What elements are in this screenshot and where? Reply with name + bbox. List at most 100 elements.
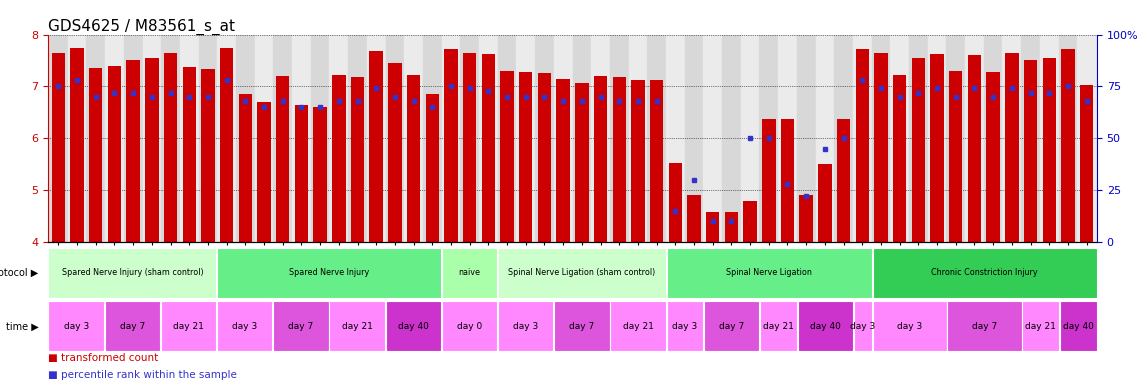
Text: day 21: day 21 bbox=[173, 322, 204, 331]
Bar bbox=[572, 35, 591, 242]
Text: day 3: day 3 bbox=[851, 322, 876, 331]
Bar bbox=[330, 301, 385, 351]
Bar bbox=[292, 35, 310, 242]
Bar bbox=[48, 301, 104, 351]
Bar bbox=[575, 83, 589, 242]
Bar bbox=[218, 248, 441, 298]
Bar bbox=[741, 35, 759, 242]
Bar bbox=[426, 94, 439, 242]
Bar bbox=[86, 35, 105, 242]
Bar bbox=[535, 35, 554, 242]
Bar bbox=[722, 35, 741, 242]
Bar bbox=[631, 80, 645, 242]
Text: Chronic Constriction Injury: Chronic Constriction Injury bbox=[931, 268, 1037, 277]
Bar bbox=[984, 35, 1003, 242]
Text: ■ percentile rank within the sample: ■ percentile rank within the sample bbox=[48, 370, 237, 380]
Bar bbox=[704, 301, 759, 351]
Bar bbox=[479, 35, 498, 242]
Bar bbox=[854, 301, 871, 351]
Bar bbox=[460, 35, 479, 242]
Bar bbox=[1059, 35, 1077, 242]
Bar bbox=[1077, 35, 1096, 242]
Bar bbox=[855, 49, 869, 242]
Bar bbox=[706, 212, 719, 242]
Bar bbox=[779, 35, 797, 242]
Bar bbox=[142, 35, 161, 242]
Bar bbox=[48, 248, 216, 298]
Bar bbox=[218, 301, 273, 351]
Bar bbox=[386, 301, 441, 351]
Text: GDS4625 / M83561_s_at: GDS4625 / M83561_s_at bbox=[48, 18, 235, 35]
Bar bbox=[442, 301, 497, 351]
Bar bbox=[1022, 301, 1059, 351]
Bar bbox=[947, 301, 1021, 351]
Text: time ▶: time ▶ bbox=[6, 321, 39, 331]
Bar bbox=[799, 195, 813, 242]
Bar bbox=[332, 75, 346, 242]
Bar bbox=[893, 75, 907, 242]
Bar bbox=[274, 301, 329, 351]
Bar bbox=[629, 35, 647, 242]
Text: naive: naive bbox=[458, 268, 481, 277]
Bar bbox=[89, 68, 103, 242]
Text: day 7: day 7 bbox=[719, 322, 744, 331]
Bar bbox=[797, 35, 815, 242]
Bar bbox=[258, 102, 270, 242]
Bar bbox=[1003, 35, 1021, 242]
Bar bbox=[330, 35, 348, 242]
Bar bbox=[872, 301, 947, 351]
Text: day 7: day 7 bbox=[569, 322, 594, 331]
Bar bbox=[554, 301, 609, 351]
Bar bbox=[180, 35, 198, 242]
Text: day 7: day 7 bbox=[289, 322, 314, 331]
Bar bbox=[442, 248, 497, 298]
Bar bbox=[498, 248, 665, 298]
Bar bbox=[105, 35, 124, 242]
Bar bbox=[687, 195, 701, 242]
Text: Spinal Nerve Ligation (sham control): Spinal Nerve Ligation (sham control) bbox=[508, 268, 655, 277]
Bar bbox=[516, 35, 535, 242]
Text: ■ transformed count: ■ transformed count bbox=[48, 353, 158, 363]
Bar bbox=[498, 35, 516, 242]
Bar bbox=[52, 53, 65, 242]
Bar bbox=[815, 35, 835, 242]
Bar bbox=[482, 54, 495, 242]
Bar bbox=[1061, 49, 1075, 242]
Text: day 3: day 3 bbox=[897, 322, 922, 331]
Bar bbox=[871, 35, 891, 242]
Bar bbox=[759, 35, 779, 242]
Bar bbox=[685, 35, 703, 242]
Bar bbox=[1005, 53, 1019, 242]
Text: day 7: day 7 bbox=[972, 322, 997, 331]
Bar bbox=[911, 58, 925, 242]
Text: day 3: day 3 bbox=[672, 322, 697, 331]
Bar bbox=[70, 48, 84, 242]
Bar bbox=[182, 67, 196, 242]
Bar bbox=[610, 301, 665, 351]
Bar bbox=[669, 163, 682, 242]
Bar bbox=[68, 35, 86, 242]
Bar bbox=[145, 58, 158, 242]
Bar bbox=[236, 35, 254, 242]
Text: day 21: day 21 bbox=[341, 322, 372, 331]
Bar bbox=[909, 35, 927, 242]
Bar bbox=[1040, 35, 1059, 242]
Bar bbox=[160, 301, 216, 351]
Bar bbox=[666, 35, 685, 242]
Bar bbox=[202, 69, 214, 242]
Text: day 21: day 21 bbox=[623, 322, 654, 331]
Bar bbox=[366, 35, 386, 242]
Bar bbox=[164, 53, 177, 242]
Bar bbox=[835, 35, 853, 242]
Bar bbox=[404, 35, 423, 242]
Bar bbox=[124, 35, 142, 242]
Text: day 3: day 3 bbox=[64, 322, 89, 331]
Bar bbox=[1060, 301, 1097, 351]
Bar bbox=[498, 301, 553, 351]
Bar bbox=[519, 72, 532, 242]
Bar bbox=[276, 76, 290, 242]
Bar bbox=[1080, 85, 1093, 242]
Text: day 3: day 3 bbox=[513, 322, 538, 331]
Text: day 40: day 40 bbox=[810, 322, 840, 331]
Bar bbox=[594, 76, 607, 242]
